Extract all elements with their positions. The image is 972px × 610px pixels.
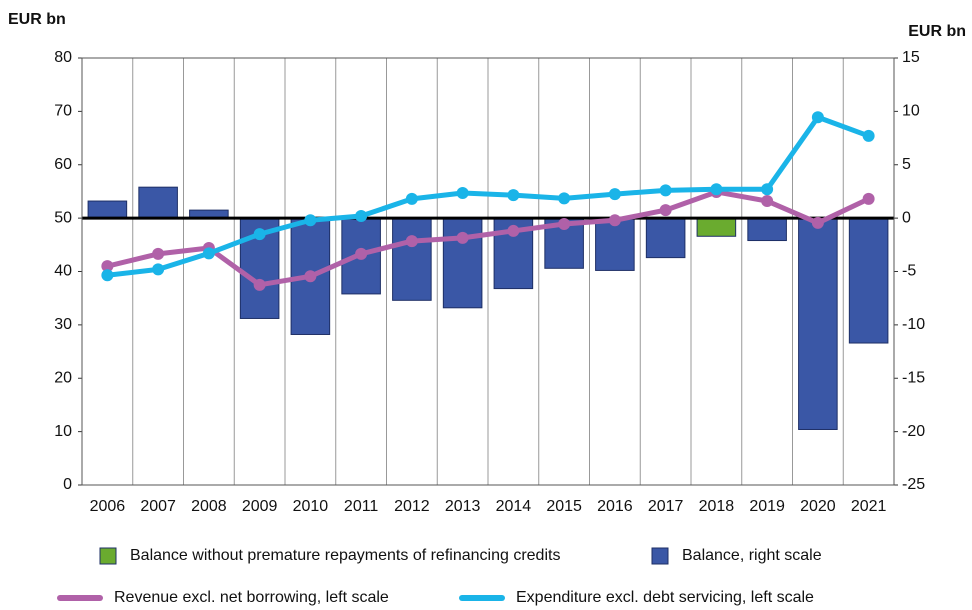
x-tick-label: 2015 — [546, 498, 582, 515]
y2-axis-label: EUR bn — [908, 23, 966, 40]
x-tick-label: 2017 — [648, 498, 684, 515]
marker — [101, 269, 114, 282]
marker — [405, 235, 418, 248]
legend-label: Revenue excl. net borrowing, left scale — [114, 589, 389, 606]
y-tick-label: 60 — [54, 156, 72, 173]
bar — [392, 217, 432, 301]
marker — [405, 192, 418, 205]
marker — [761, 183, 774, 196]
y2-tick-label: 5 — [902, 156, 911, 173]
marker — [608, 188, 621, 201]
marker — [507, 189, 520, 202]
x-tick-label: 2009 — [242, 498, 278, 515]
x-tick-label: 2014 — [496, 498, 532, 515]
bar — [442, 217, 483, 309]
marker — [202, 247, 215, 260]
y2-tick-label: -20 — [902, 423, 925, 440]
marker — [558, 192, 571, 205]
x-tick-label: 2011 — [344, 498, 379, 515]
marker — [304, 214, 317, 227]
marker — [253, 228, 266, 241]
bar — [747, 217, 787, 242]
y-tick-label: 20 — [54, 369, 72, 386]
marker — [558, 217, 571, 230]
legend-label: Balance, right scale — [682, 547, 822, 564]
marker — [253, 278, 266, 291]
line — [106, 189, 870, 288]
marker — [761, 195, 774, 208]
legend-label: Expenditure excl. debt servicing, left s… — [516, 589, 814, 606]
x-tick-label: 2021 — [851, 498, 887, 515]
x-tick-label: 2006 — [90, 498, 126, 515]
y2-tick-label: 15 — [902, 49, 920, 66]
marker — [355, 209, 368, 222]
y2-tick-label: -5 — [902, 263, 916, 280]
marker — [152, 263, 165, 276]
marker — [507, 224, 520, 237]
marker — [456, 231, 469, 244]
y2-tick-label: 0 — [902, 209, 911, 226]
legend-swatch — [99, 547, 117, 565]
plot-border — [81, 57, 895, 486]
x-tick-label: 2013 — [445, 498, 481, 515]
x-tick-label: 2020 — [800, 498, 836, 515]
marker — [456, 187, 469, 200]
y2-tick-label: 10 — [902, 103, 920, 120]
bar — [848, 217, 889, 344]
y-tick-label: 70 — [54, 103, 72, 120]
x-tick-label: 2012 — [394, 498, 430, 515]
marker — [862, 129, 875, 142]
x-tick-label: 2016 — [597, 498, 633, 515]
marker — [659, 184, 672, 197]
y-tick-label: 50 — [54, 209, 72, 226]
legend-label: Balance without premature repayments of … — [130, 547, 560, 564]
marker — [862, 192, 875, 205]
x-tick-label: 2008 — [191, 498, 227, 515]
legend-swatch — [651, 547, 669, 565]
y-tick-label: 80 — [54, 49, 72, 66]
bar — [138, 186, 178, 219]
bar — [696, 217, 737, 237]
y-axis-label: EUR bn — [8, 11, 66, 28]
marker — [811, 111, 824, 124]
marker — [355, 247, 368, 260]
x-tick-label: 2007 — [140, 498, 176, 515]
y-tick-label: 30 — [54, 316, 72, 333]
y-tick-label: 0 — [63, 476, 72, 493]
y-tick-label: 40 — [54, 263, 72, 280]
y2-tick-label: -25 — [902, 476, 925, 493]
y2-tick-label: -15 — [902, 369, 925, 386]
x-tick-label: 2019 — [749, 498, 785, 515]
marker — [304, 270, 317, 283]
bar — [798, 217, 838, 430]
marker — [710, 183, 723, 196]
line — [107, 114, 870, 278]
x-tick-label: 2010 — [293, 498, 329, 515]
marker — [811, 216, 824, 229]
x-tick-label: 2018 — [699, 498, 735, 515]
marker — [152, 247, 165, 260]
y-tick-label: 10 — [54, 423, 72, 440]
marker — [659, 204, 672, 217]
marker — [101, 260, 114, 273]
bar — [645, 217, 686, 259]
y2-tick-label: -10 — [902, 316, 925, 333]
bar — [87, 200, 128, 219]
marker — [608, 214, 621, 227]
